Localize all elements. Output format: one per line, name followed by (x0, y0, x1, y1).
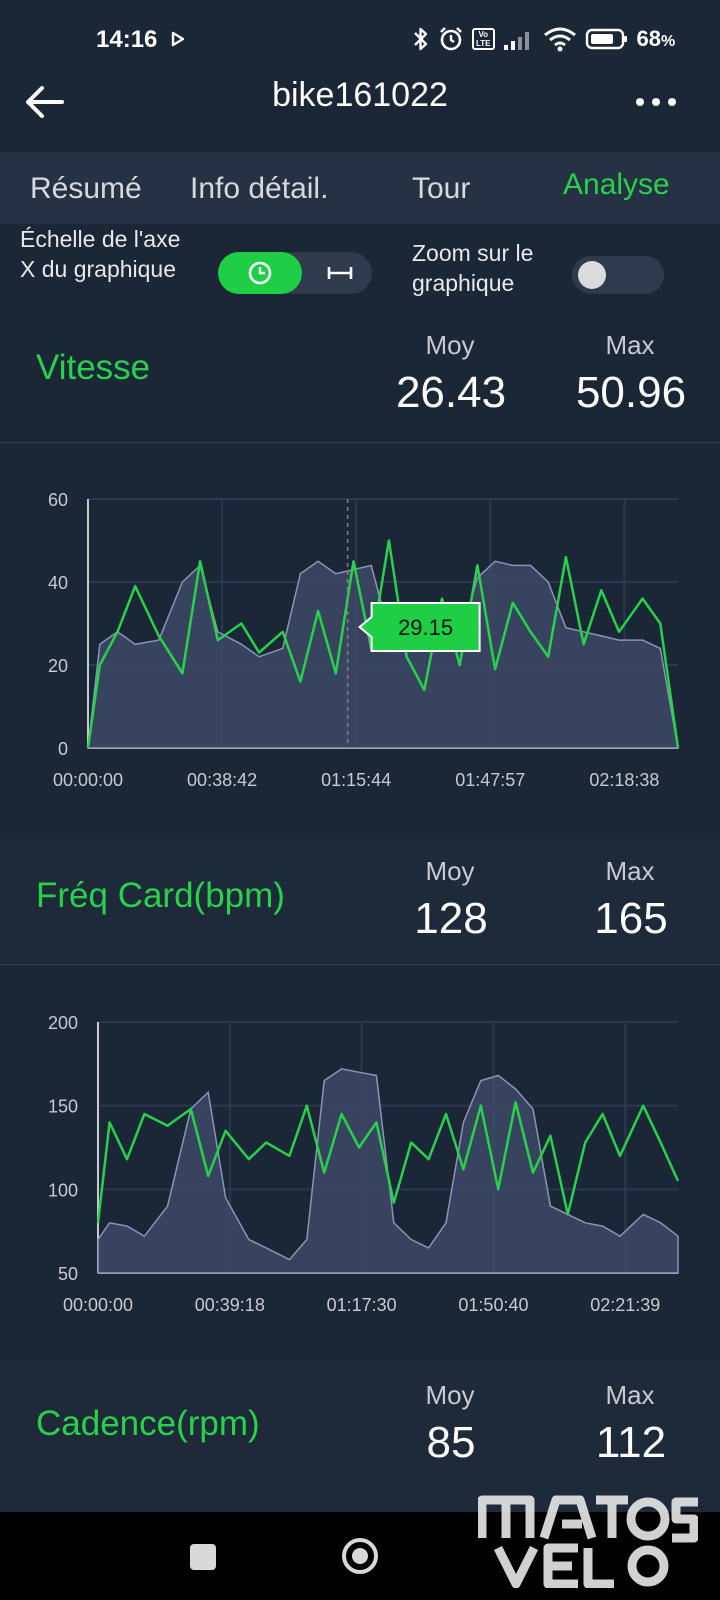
tooltip: 29.15 (358, 602, 481, 652)
distance-scale-option[interactable] (314, 252, 366, 294)
avg-value: 26.43 (395, 368, 507, 417)
x-tick-label: 00:38:42 (187, 770, 257, 790)
clock-icon (248, 261, 272, 285)
max-value: 50.96 (575, 368, 687, 417)
tab-analyse[interactable]: Analyse (563, 168, 670, 201)
x-tick-label: 01:47:57 (455, 770, 525, 790)
page-title: bike161022 (272, 76, 448, 114)
max-value: 165 (594, 894, 668, 943)
x-tick-label: 01:50:40 (458, 1295, 528, 1315)
recent-apps-button[interactable] (190, 1544, 216, 1570)
home-button[interactable] (342, 1538, 378, 1574)
signal-icon (503, 32, 529, 50)
tab-tour[interactable]: Tour (412, 172, 471, 205)
max-value: 112 (595, 1418, 667, 1467)
battery-icon (585, 28, 627, 50)
tab-bar: Résumé Info détail. Tour Analyse (0, 152, 720, 224)
watermark-logo (478, 1495, 698, 1588)
status-bar: 14:16 Vo LTE 68% (0, 0, 720, 80)
y-tick-label: 0 (58, 739, 68, 759)
x-tick-label: 02:18:38 (589, 770, 659, 790)
speed-chart[interactable]: 0 20 40 60 00:00:00 00:38:42 01:15:44 01:47:57 0… (0, 443, 720, 838)
y-tick-label: 200 (48, 1013, 78, 1033)
avg-value: 128 (414, 894, 488, 943)
zoom-toggle[interactable] (572, 256, 664, 294)
battery-unit: % (661, 33, 676, 50)
heart-rate-chart[interactable]: 50 100 150 200 00:00:00 00:39:18 01:17:30 01:50… (0, 965, 720, 1362)
avg-label: Moy (425, 1380, 475, 1410)
x-axis-scale-label: Échelle de l'axe X du graphique (20, 226, 181, 282)
y-tick-label: 100 (48, 1180, 78, 1200)
max-label: Max (605, 856, 655, 886)
metric-heart-rate-header: Fréq Card(bpm) Moy 128 Max 165 (0, 838, 720, 963)
back-arrow-icon[interactable] (22, 82, 66, 122)
wifi-icon (543, 27, 576, 52)
line-series (96, 1101, 680, 1223)
zoom-toggle-knob (578, 261, 606, 289)
x-tick-label: 00:00:00 (53, 770, 123, 790)
battery-percent: 68% (637, 26, 676, 52)
area-series (97, 1068, 679, 1274)
heart-rate-chart-svg: 50 100 150 200 00:00:00 00:39:18 01:17:30 01:50… (48, 1013, 680, 1315)
avg-value: 85 (426, 1418, 476, 1467)
bluetooth-icon (414, 27, 428, 51)
x-axis-scale-toggle[interactable] (218, 252, 372, 294)
y-tick-label: 40 (48, 573, 68, 593)
avg-label: Moy (425, 856, 475, 886)
app-bar: bike161022 (0, 70, 720, 150)
play-notification-icon (171, 31, 185, 47)
y-tick-label: 60 (48, 490, 68, 510)
metric-name: Vitesse (36, 348, 151, 387)
metric-speed-header: Vitesse Moy 26.43 Max 50.96 (0, 320, 720, 440)
time-scale-option[interactable] (218, 252, 302, 294)
area-series (87, 560, 679, 749)
metric-name: Fréq Card(bpm) (36, 876, 285, 915)
more-options-icon[interactable] (634, 94, 678, 110)
x-tick-label: 01:17:30 (327, 1295, 397, 1315)
tab-info-detail[interactable]: Info détail. (190, 172, 329, 205)
distance-icon (327, 267, 353, 279)
zoom-label: Zoom sur le graphique (412, 240, 534, 296)
y-tick-label: 50 (58, 1264, 78, 1284)
tab-resume[interactable]: Résumé (30, 172, 142, 205)
battery-value: 68 (636, 26, 661, 51)
x-tick-label: 00:00:00 (63, 1295, 133, 1315)
max-label: Max (605, 1380, 655, 1410)
tooltip-value: 29.15 (398, 615, 453, 640)
tooltip-bubble (358, 602, 481, 652)
line-series (86, 539, 680, 749)
volte-icon: Vo LTE (472, 28, 495, 50)
x-tick-label: 02:21:39 (590, 1295, 660, 1315)
y-tick-label: 150 (48, 1097, 78, 1117)
metric-cadence-header: Cadence(rpm) Moy 85 Max 112 (0, 1362, 720, 1512)
x-tick-label: 01:15:44 (321, 770, 391, 790)
metric-name: Cadence(rpm) (36, 1404, 260, 1443)
y-tick-label: 20 (48, 656, 68, 676)
alarm-icon (440, 27, 462, 51)
avg-label: Moy (425, 330, 475, 360)
status-time: 14:16 (96, 26, 158, 53)
x-tick-label: 00:39:18 (195, 1295, 265, 1315)
speed-chart-svg: 0 20 40 60 00:00:00 00:38:42 01:15:44 01:47:57 0… (48, 490, 680, 790)
max-label: Max (605, 330, 655, 360)
divider (0, 442, 720, 443)
divider (0, 964, 720, 965)
